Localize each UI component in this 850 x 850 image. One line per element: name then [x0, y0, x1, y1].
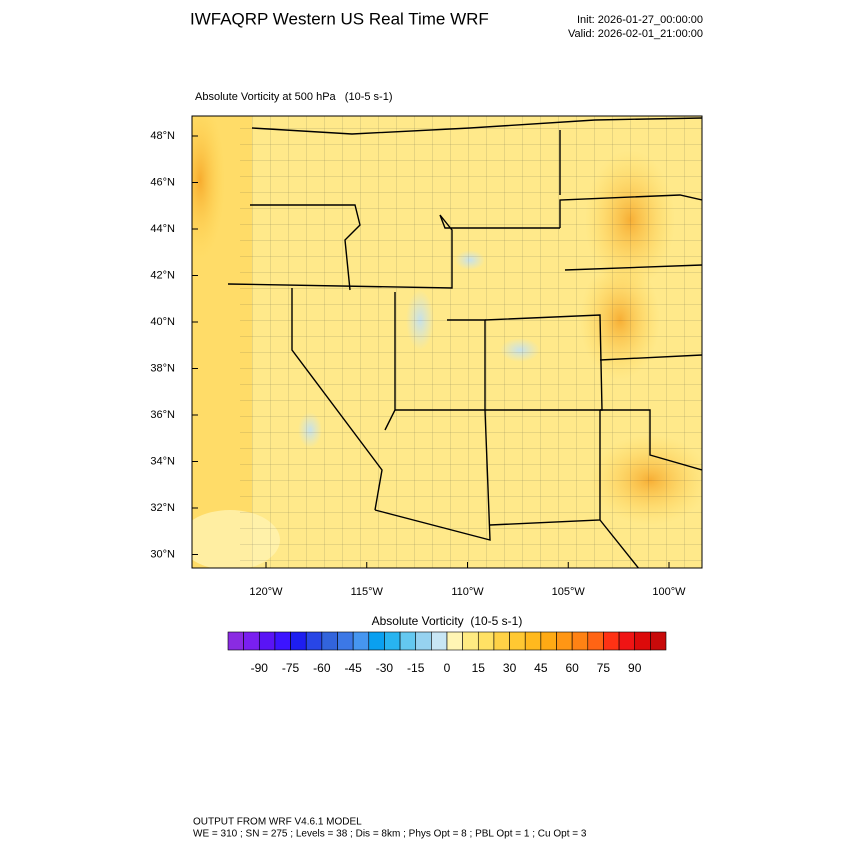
- colorbar-label: 75: [597, 661, 611, 675]
- colorbar-box: [290, 631, 307, 651]
- colorbar-box: [258, 631, 276, 651]
- footer-line: WE = 310 ; SN = 275 ; Levels = 38 ; Dis …: [193, 829, 587, 840]
- colorbar-label: -75: [282, 661, 300, 675]
- lat-label: 34°N: [150, 455, 175, 467]
- colorbar-label: 0: [444, 661, 451, 675]
- lat-label: 36°N: [150, 409, 175, 421]
- lon-label: 120°W: [249, 586, 283, 598]
- colorbar-box: [227, 631, 244, 651]
- title: IWFAQRP Western US Real Time WRF: [190, 9, 489, 28]
- lat-labels: 48°N 46°N 44°N 42°N 40°N 38°N 36°N 34°N 32°N 30°N: [150, 130, 198, 560]
- colorbar-box: [587, 631, 604, 651]
- lon-label: 110°W: [451, 586, 484, 598]
- colorbar-box: [509, 631, 526, 651]
- init-time: Init: 2026-01-27_00:00:00: [577, 14, 703, 26]
- colorbar-label: -45: [344, 661, 362, 675]
- colorbar-box: [556, 631, 573, 651]
- lon-labels: 120°W 115°W 110°W 105°W 100°W: [249, 562, 686, 598]
- colorbar-box: [399, 631, 417, 651]
- lat-label: 48°N: [150, 130, 175, 142]
- colorbar-box: [650, 631, 667, 651]
- colorbar-box: [243, 631, 260, 651]
- lon-label: 115°W: [351, 586, 384, 598]
- lon-label: 105°W: [552, 586, 586, 598]
- lon-label: 100°W: [652, 586, 686, 598]
- colorbar-box: [352, 631, 370, 651]
- lat-label: 46°N: [150, 176, 175, 188]
- colorbar-box: [415, 631, 432, 651]
- colorbar-label: -60: [313, 661, 331, 675]
- colorbar-box: [431, 631, 448, 651]
- colorbar-box: [305, 631, 323, 651]
- plot-title: Absolute Vorticity at 500 hPa (10-5 s-1): [195, 91, 393, 103]
- colorbar-box: [274, 631, 291, 651]
- lat-label: 38°N: [150, 362, 175, 374]
- lat-label: 44°N: [150, 223, 175, 235]
- colorbar-box: [368, 631, 385, 651]
- colorbar-box: [384, 631, 401, 651]
- colorbar-label: 45: [534, 661, 548, 675]
- colorbar-box: [462, 631, 479, 651]
- colorbar-label: 60: [565, 661, 579, 675]
- colorbar-box: [618, 631, 636, 651]
- colorbar-box: [540, 631, 557, 651]
- colorbar-title: Absolute Vorticity (10-5 s-1): [372, 614, 523, 628]
- colorbar-box: [571, 631, 589, 651]
- valid-time: Valid: 2026-02-01_21:00:00: [568, 28, 703, 40]
- colorbar-label: -15: [407, 661, 425, 675]
- colorbar-box: [477, 631, 495, 651]
- colorbar-label: 15: [472, 661, 486, 675]
- colorbar-label: 30: [503, 661, 517, 675]
- colorbar-label: -30: [376, 661, 394, 675]
- footer-line: OUTPUT FROM WRF V4.6.1 MODEL: [193, 817, 362, 828]
- colorbar-box: [524, 631, 542, 651]
- lat-label: 30°N: [150, 548, 175, 560]
- lat-label: 32°N: [150, 502, 175, 514]
- lat-label: 40°N: [150, 316, 175, 328]
- colorbar: -90 -75 -60 -45 -30 -15 0 15 30 45 60 75 90: [227, 631, 667, 675]
- colorbar-box: [446, 631, 463, 651]
- colorbar-label: -90: [251, 661, 269, 675]
- lat-label: 42°N: [150, 269, 175, 281]
- map-field: [192, 116, 702, 568]
- colorbar-box: [493, 631, 510, 651]
- colorbar-label: 90: [628, 661, 642, 675]
- colorbar-box: [634, 631, 651, 651]
- colorbar-box: [603, 631, 620, 651]
- colorbar-box: [337, 631, 354, 651]
- colorbar-box: [321, 631, 338, 651]
- map-frame: [191, 115, 703, 569]
